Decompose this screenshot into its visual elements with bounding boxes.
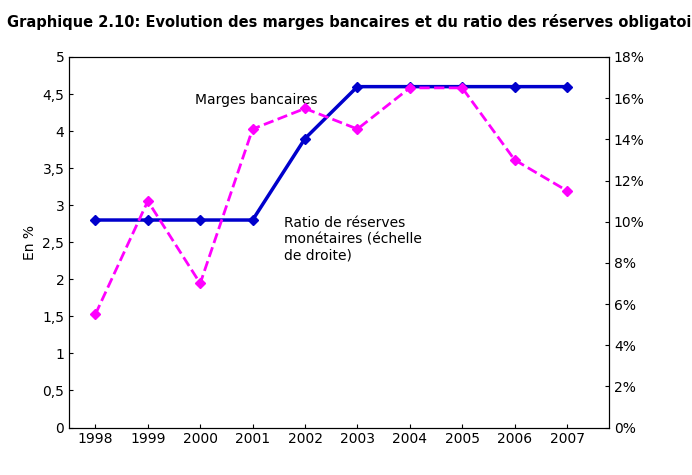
Y-axis label: En %: En % xyxy=(23,225,37,260)
Text: Marges bancaires: Marges bancaires xyxy=(195,94,318,107)
Text: Ratio de réserves
monétaires (échelle
de droite): Ratio de réserves monétaires (échelle de… xyxy=(284,216,422,263)
Text: Graphique 2.10: Evolution des marges bancaires et du ratio des réserves obligato: Graphique 2.10: Evolution des marges ban… xyxy=(7,14,692,30)
